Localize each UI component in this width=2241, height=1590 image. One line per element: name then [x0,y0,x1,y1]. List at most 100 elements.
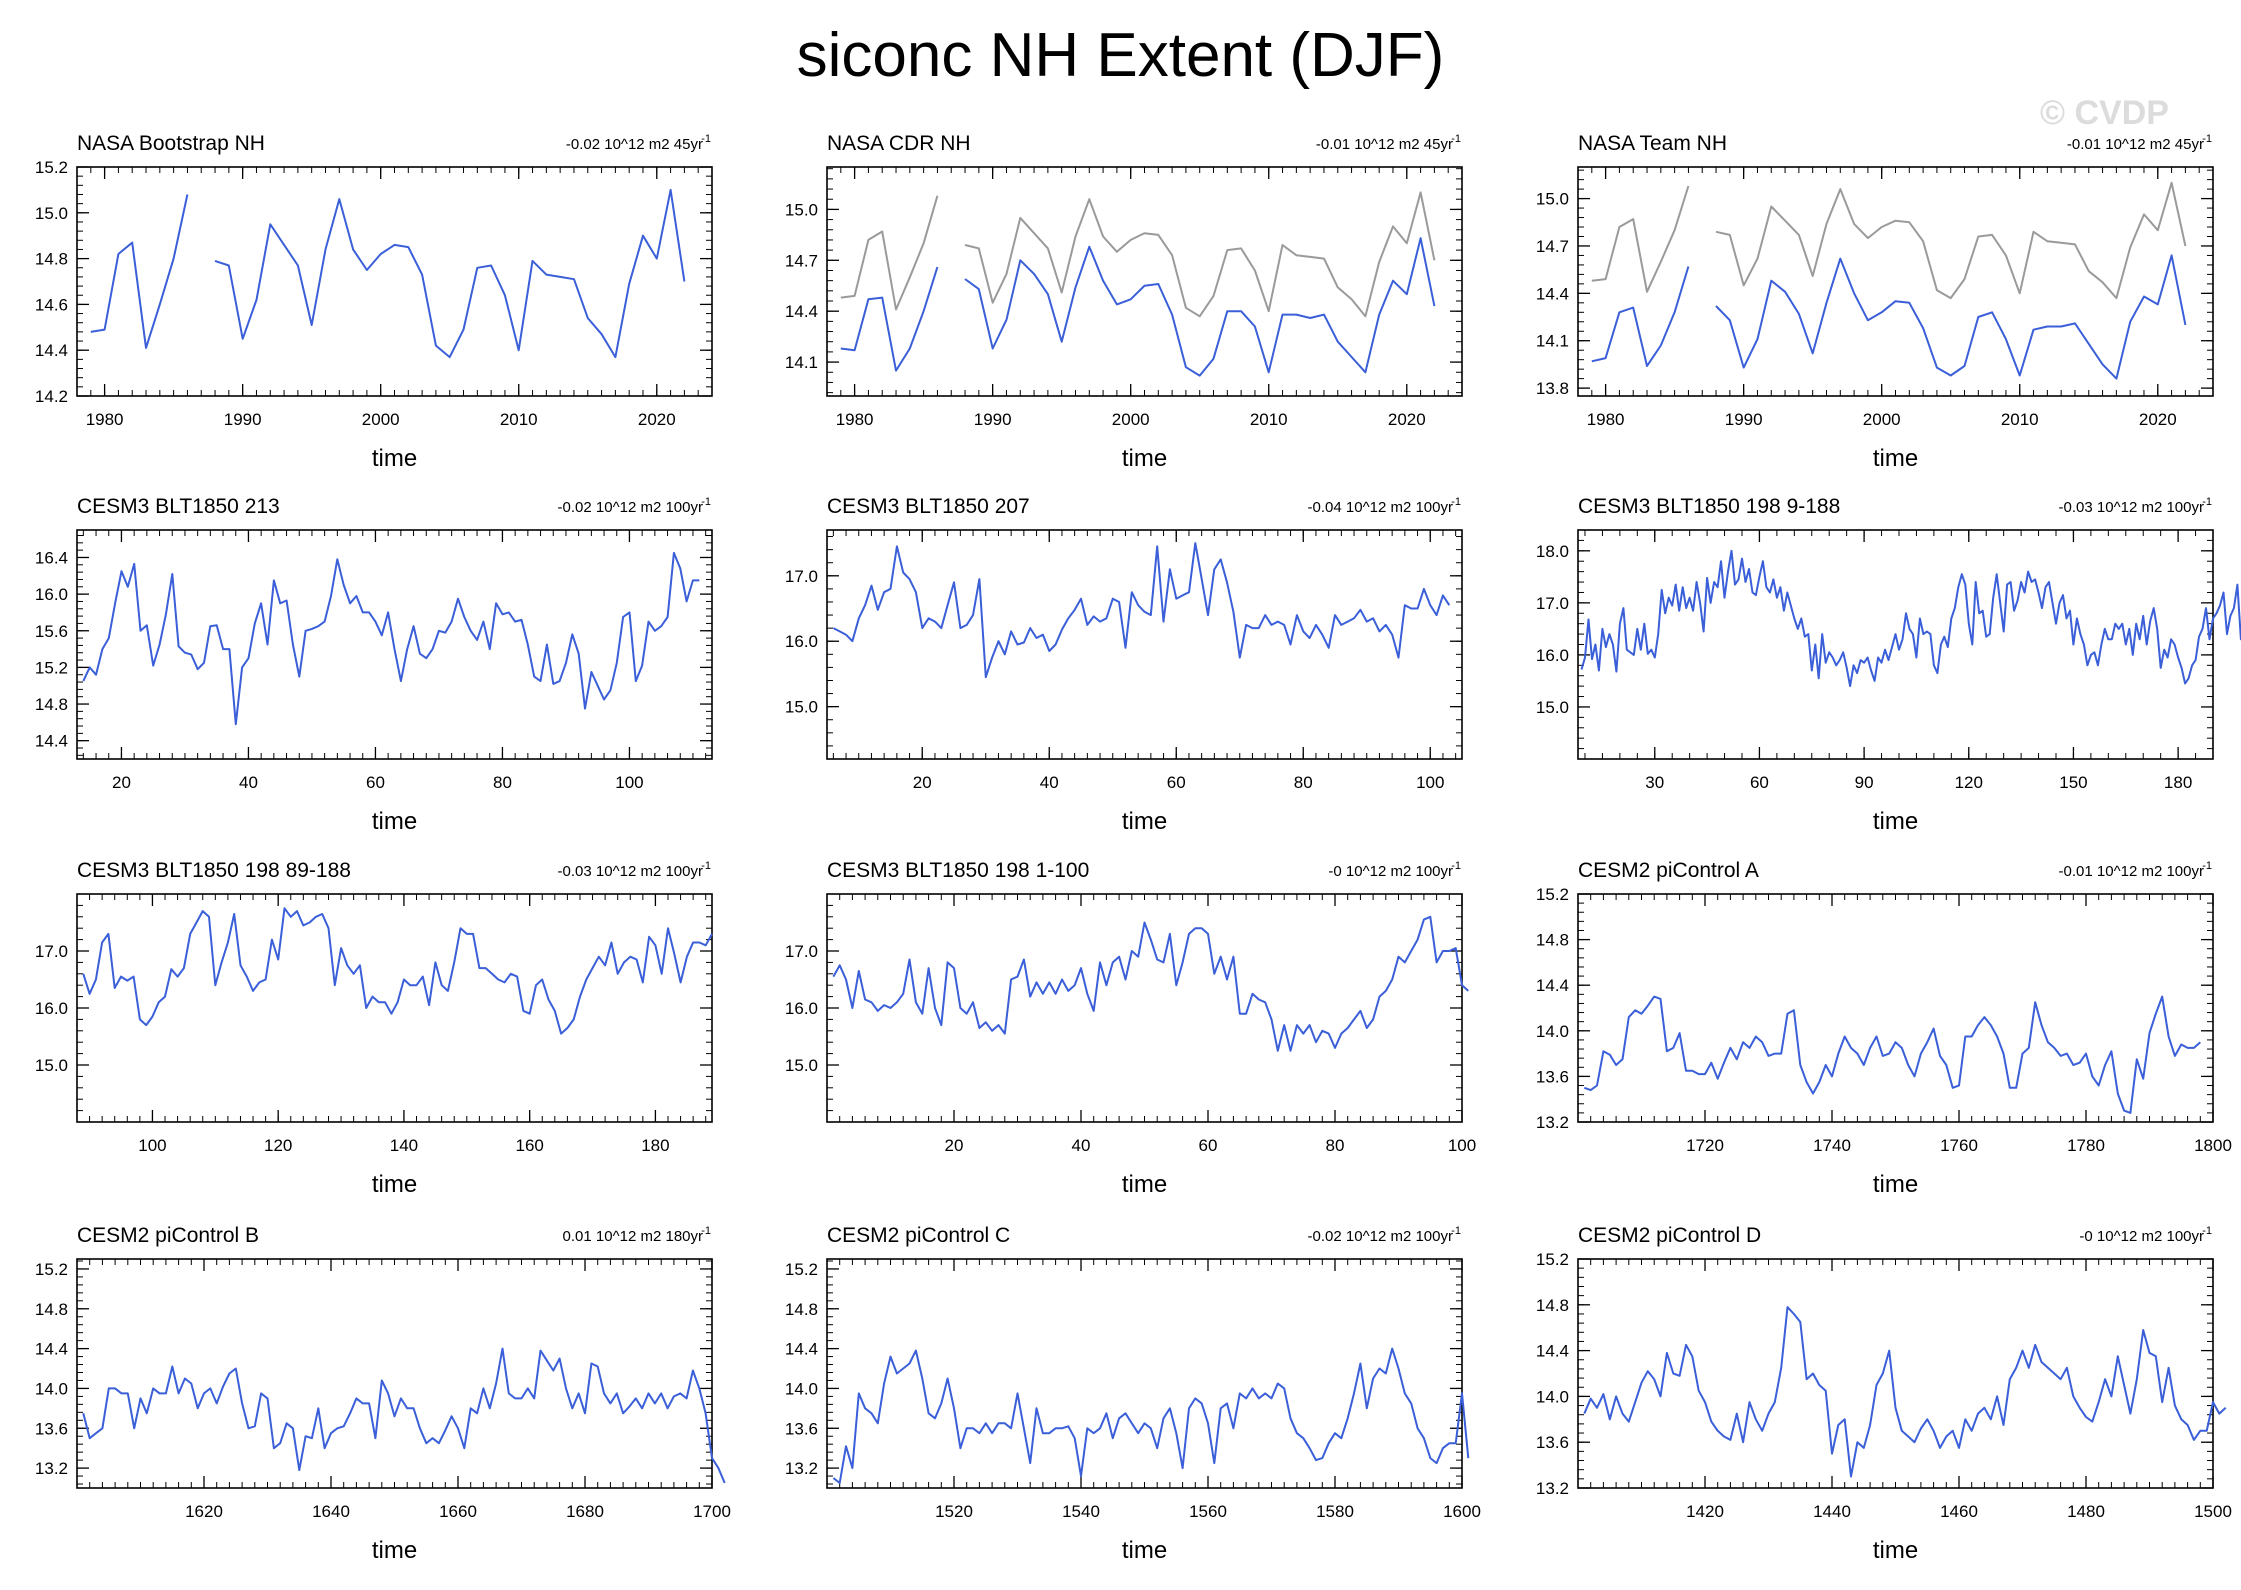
x-tick-label: 60 [1167,773,1186,792]
y-tick-label: 15.0 [35,204,68,223]
x-tick-label: 20 [913,773,932,792]
y-tick-label: 14.0 [1536,1387,1569,1406]
trend-label-exponent: -1 [2202,1225,2212,1237]
y-tick-label: 14.6 [35,295,68,314]
x-axis-label: time [1122,1171,1167,1198]
cvdp-watermark: © CVDP [2040,94,2169,132]
y-tick-label: 15.0 [785,698,818,717]
x-axis-label: time [1873,808,1918,835]
x-tick-label: 1720 [1686,1136,1724,1155]
x-axis-label: time [1122,445,1167,472]
x-tick-label: 1540 [1062,1502,1100,1521]
y-tick-label: 14.8 [35,695,68,714]
trend-label: -0.04 10^12 m2 100yr [1308,499,1453,516]
chart-title: NASA Bootstrap NH [77,132,265,155]
x-tick-label: 1990 [1725,410,1763,429]
y-tick-label: 15.2 [1536,1250,1569,1269]
y-tick-label: 13.2 [35,1459,68,1478]
y-tick-label: 14.0 [35,1379,68,1398]
y-tick-label: 14.8 [35,1300,68,1319]
y-tick-label: 14.7 [1536,237,1569,256]
x-tick-label: 1500 [2194,1502,2232,1521]
x-axis-label: time [372,1171,417,1198]
x-tick-label: 100 [1416,773,1444,792]
x-tick-label: 1980 [1587,410,1625,429]
y-tick-label: 14.8 [785,1300,818,1319]
x-tick-label: 40 [1072,1136,1091,1155]
trend-label: -0.03 10^12 m2 100yr [558,863,703,880]
plot-frame [1577,529,2214,760]
trend-label: -0.02 10^12 m2 100yr [1308,1228,1453,1245]
x-axis-label: time [1122,808,1167,835]
x-tick-label: 120 [264,1136,292,1155]
y-tick-label: 15.0 [785,1056,818,1075]
y-tick-label: 15.2 [35,1260,68,1279]
plot-frame [76,166,713,397]
chart-panel: CESM3 BLT1850 198 89-188 -0.03 10^12 m2 1… [35,859,713,1198]
x-tick-label: 60 [366,773,385,792]
y-tick-label: 13.2 [1536,1479,1569,1498]
x-tick-label: 20 [945,1136,964,1155]
trend-label-exponent: -1 [701,496,711,508]
x-tick-label: 1600 [1443,1502,1481,1521]
x-tick-label: 40 [239,773,258,792]
chart-panel: CESM2 piControl B 0.01 10^12 m2 180yr-1 16… [35,1224,731,1564]
trend-label: -0 10^12 m2 100yr [1328,863,1453,880]
x-tick-label: 1990 [974,410,1012,429]
x-axis-label: time [1873,1537,1918,1564]
chart-title: CESM3 BLT1850 198 1-100 [827,859,1089,882]
y-tick-label: 15.2 [35,658,68,677]
chart-panel: NASA Bootstrap NH -0.02 10^12 m2 45yr-1 19… [35,132,713,472]
trend-label: -0 10^12 m2 100yr [2079,1228,2204,1245]
chart-title: CESM3 BLT1850 198 9-188 [1578,495,1840,518]
plot-frame [76,1258,713,1489]
series-line [82,1347,726,1484]
chart-panel: CESM3 BLT1850 198 9-188 -0.03 10^12 m2 10… [1536,495,2241,835]
y-tick-label: 15.2 [1536,885,1569,904]
chart-panel: CESM3 BLT1850 207 -0.04 10^12 m2 100yr-1 2… [785,495,1463,835]
x-tick-label: 100 [1448,1136,1476,1155]
x-tick-label: 20 [112,773,131,792]
series-line [90,188,686,359]
x-tick-label: 1440 [1813,1502,1851,1521]
y-tick-label: 16.0 [785,632,818,651]
x-axis-label: time [372,1537,417,1564]
trend-label: -0.02 10^12 m2 45yr [566,136,703,153]
x-tick-label: 1980 [836,410,874,429]
x-tick-label: 2020 [2139,410,2177,429]
y-tick-label: 16.0 [35,999,68,1018]
trend-label: -0.03 10^12 m2 100yr [2059,499,2204,516]
chart-title: CESM2 piControl B [77,1224,259,1247]
series-line [840,191,1436,318]
y-tick-label: 17.0 [35,942,68,961]
x-tick-label: 120 [1955,773,1983,792]
y-tick-label: 14.8 [1536,931,1569,950]
series-line [832,1347,1470,1484]
y-tick-label: 14.4 [1536,1342,1569,1361]
x-tick-label: 30 [1645,773,1664,792]
y-tick-label: 16.0 [785,999,818,1018]
y-tick-label: 14.4 [785,302,818,321]
y-tick-label: 13.6 [785,1419,818,1438]
trend-label-exponent: -1 [1451,133,1461,145]
series-line [1591,181,2187,300]
x-tick-label: 1740 [1813,1136,1851,1155]
chart-title: NASA Team NH [1578,132,1727,155]
chart-panel: CESM3 BLT1850 198 1-100 -0 10^12 m2 100yr… [785,859,1476,1198]
y-tick-label: 16.0 [35,585,68,604]
x-tick-label: 1460 [1940,1502,1978,1521]
x-tick-label: 1680 [566,1502,604,1521]
x-tick-label: 1760 [1940,1136,1978,1155]
x-tick-label: 2020 [1388,410,1426,429]
y-tick-label: 14.1 [785,353,818,372]
y-tick-label: 15.6 [35,622,68,641]
x-tick-label: 100 [615,773,643,792]
y-tick-label: 15.2 [35,158,68,177]
trend-label-exponent: -1 [2202,133,2212,145]
page-title: siconc NH Extent (DJF) [796,21,1445,90]
chart-title: NASA CDR NH [827,132,971,155]
y-tick-label: 14.4 [35,341,68,360]
trend-label: -0.01 10^12 m2 45yr [2067,136,2204,153]
chart-title: CESM3 BLT1850 213 [77,495,280,518]
